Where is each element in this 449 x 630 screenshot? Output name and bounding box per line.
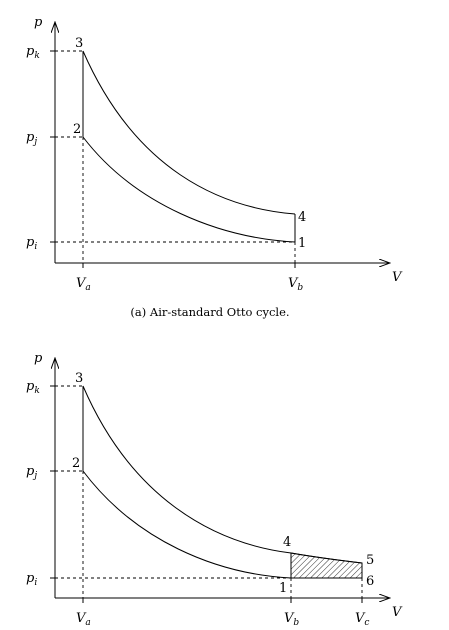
compression-curve-1-2-b	[82, 470, 292, 579]
label-pi-b: pi	[26, 571, 37, 588]
point-2-a: 2	[73, 122, 81, 137]
label-vb-a: Vb	[288, 276, 303, 293]
point-3-b: 3	[75, 371, 83, 386]
expansion-curve-3-4-a	[82, 50, 296, 215]
point-6-b: 6	[366, 574, 374, 589]
label-pj-b: pj	[26, 464, 37, 481]
y-axis-label-b: p	[34, 351, 43, 366]
label-pi-a: pi	[26, 235, 37, 252]
point-3-a: 3	[75, 36, 83, 51]
label-vb-b: Vb	[284, 611, 299, 628]
hatched-region	[290, 552, 363, 579]
point-4-b: 4	[283, 535, 291, 550]
label-pk-a: pk	[26, 44, 40, 61]
point-1-a: 1	[298, 236, 306, 251]
expansion-curve-3-5-b	[82, 385, 363, 564]
label-va-b: Va	[76, 611, 91, 628]
label-pj-a: pj	[26, 130, 37, 147]
point-1-b: 1	[279, 581, 287, 596]
label-va-a: Va	[76, 276, 91, 293]
x-axis-label-a: V	[392, 270, 403, 285]
y-axis-label-a: p	[34, 15, 43, 30]
label-vc-b: Vc	[355, 611, 369, 628]
label-pk-b: pk	[26, 379, 40, 396]
point-5-b: 5	[366, 553, 374, 568]
diagram-a: p V pk pj pi Va Vb 1 2 3 4 (a) Air-stand…	[26, 15, 403, 319]
point-4-a: 4	[298, 210, 306, 225]
point-2-b: 2	[72, 456, 80, 471]
diagram-b: p V pk pj pi Va Vb Vc 1 2 3 4 5	[26, 351, 403, 628]
x-axis-label-b: V	[392, 605, 403, 620]
caption-a: (a) Air-standard Otto cycle.	[130, 305, 289, 319]
compression-curve-1-2-a	[82, 136, 296, 243]
